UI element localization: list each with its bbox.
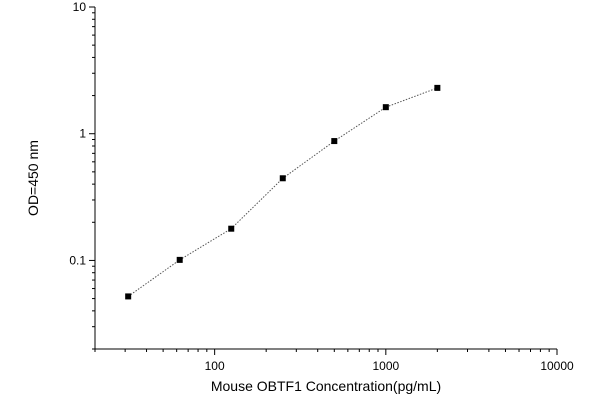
y-tick-label: 10: [73, 0, 87, 14]
data-point: [331, 138, 338, 145]
data-point: [382, 104, 389, 111]
data-point: [434, 84, 441, 91]
series-line: [127, 87, 438, 297]
y-ticks: 0.1 1 10: [69, 0, 95, 350]
data-point: [228, 225, 235, 232]
plot-area: 100 1000 10000 0.1 1 10: [69, 0, 574, 373]
x-tick-label: 100: [205, 359, 225, 373]
data-point: [125, 293, 132, 300]
data-point: [279, 175, 286, 182]
x-tick-label: 1000: [372, 359, 399, 373]
y-tick-label: 0.1: [69, 253, 86, 267]
x-tick-label: 10000: [540, 359, 574, 373]
x-ticks: 100 1000 10000: [94, 349, 574, 373]
y-axis-title: OD=450 nm: [25, 140, 41, 216]
data-point: [176, 256, 183, 263]
y-tick-label: 1: [79, 127, 86, 141]
data-points: [125, 84, 441, 300]
x-axis-title: Mouse OBTF1 Concentration(pg/mL): [211, 378, 441, 394]
